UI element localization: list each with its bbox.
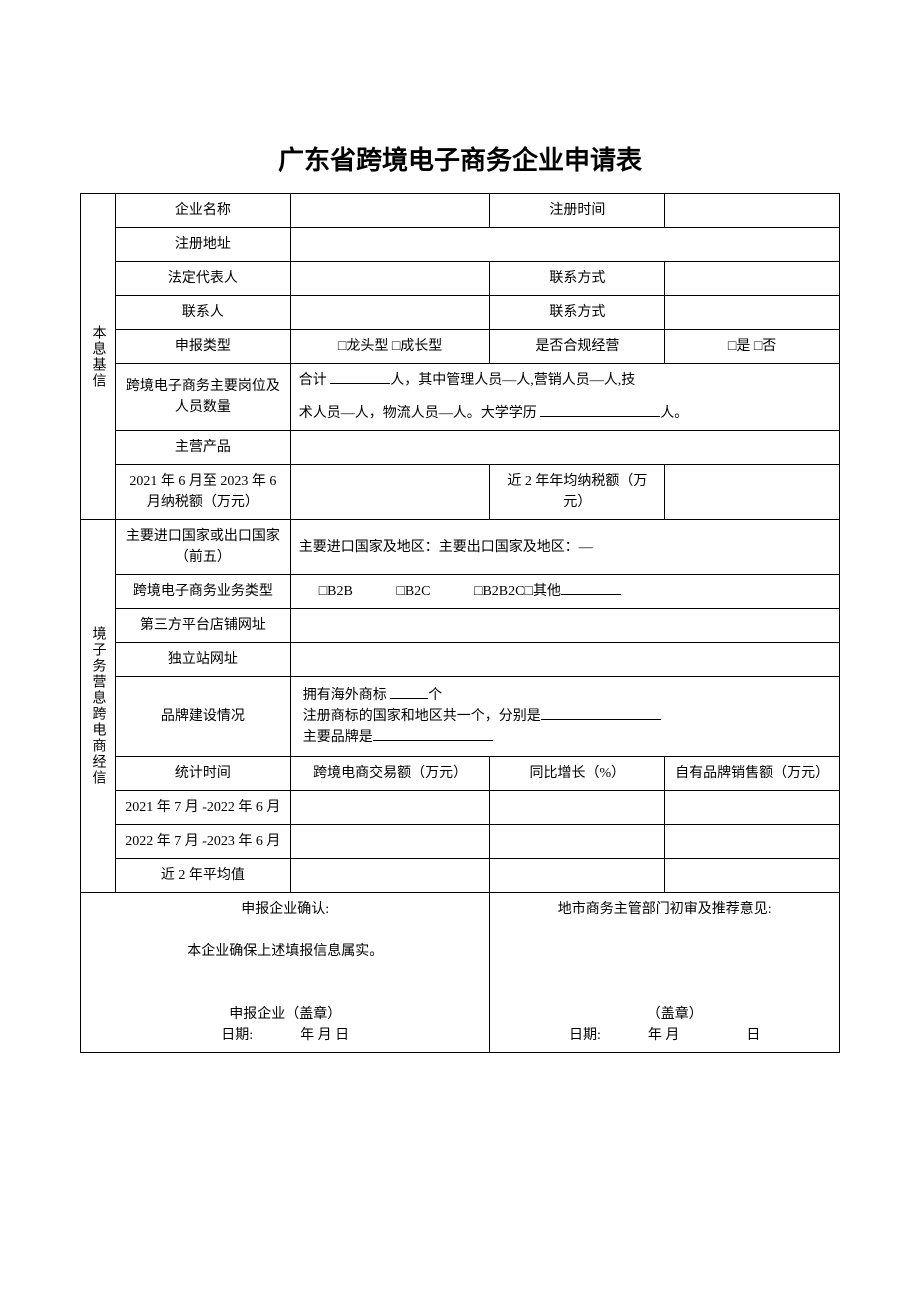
footer-left-l4b: 年 月 日 <box>300 1028 349 1043</box>
label-company-name: 企业名称 <box>115 194 290 228</box>
section1-vertical-label: 本息基信 <box>81 194 116 520</box>
field-compliance[interactable]: □是 □否 <box>665 330 840 364</box>
field-3p-url[interactable] <box>290 609 839 643</box>
footer-left-l2: 本企业确保上述填报信息属实。 <box>187 944 383 959</box>
field-personnel-line1[interactable]: 合计 人，其中管理人员—人,营销人员—人,技 <box>290 364 839 398</box>
field-brand[interactable]: 拥有海外商标 个 注册商标的国家和地区共一个，分别是 主要品牌是 <box>290 677 839 757</box>
opt-b2b2c: □B2B2C <box>474 584 524 599</box>
footer-left-l4a: 日期: <box>221 1028 253 1043</box>
label-yoy-growth: 同比增长（%） <box>490 757 665 791</box>
footer-right-l3: （盖章） <box>647 1007 703 1022</box>
field-p1-trans[interactable] <box>290 791 490 825</box>
label-period-1: 2021 年 7 月 -2022 年 6 月 <box>115 791 290 825</box>
form-table: 本息基信 企业名称 注册时间 注册地址 法定代表人 联系方式 联系人 联系方式 … <box>80 193 840 1053</box>
footer-right-l1: 地市商务主管部门初审及推荐意见: <box>558 902 772 917</box>
label-countries: 主要进口国家或出口国家（前五） <box>115 520 290 575</box>
label-trans-amount: 跨境电商交易额（万元） <box>290 757 490 791</box>
field-p1-growth[interactable] <box>490 791 665 825</box>
field-p2-own[interactable] <box>665 825 840 859</box>
footer-left-l1: 申报企业确认: <box>241 902 329 917</box>
label-period-2: 2022 年 7 月 -2023 年 6 月 <box>115 825 290 859</box>
label-compliance: 是否合规经营 <box>490 330 665 364</box>
field-company-name[interactable] <box>290 194 490 228</box>
text-personnel-1b: 人，其中管理人员—人,营销人员—人,技 <box>390 373 635 388</box>
field-avg-tax[interactable] <box>665 465 840 520</box>
brand-l1b: 个 <box>428 688 442 703</box>
field-legal-rep[interactable] <box>290 262 490 296</box>
label-own-brand-sales: 自有品牌销售额（万元） <box>665 757 840 791</box>
brand-l1a: 拥有海外商标 <box>303 688 391 703</box>
footer-left-l3: 申报企业（盖章） <box>229 1007 341 1022</box>
field-p2-trans[interactable] <box>290 825 490 859</box>
text-personnel-1a: 合计 <box>299 373 331 388</box>
field-contact-person[interactable] <box>290 296 490 330</box>
label-main-products: 主营产品 <box>115 431 290 465</box>
field-avg-own[interactable] <box>665 859 840 893</box>
footer-right-l4b: 年 月 <box>648 1028 680 1043</box>
field-countries[interactable]: 主要进口国家及地区：主要出口国家及地区：— <box>290 520 839 575</box>
field-contact-method-1[interactable] <box>665 262 840 296</box>
label-tax-period: 2021 年 6 月至 2023 年 6 月纳税额（万元） <box>115 465 290 520</box>
label-contact-person: 联系人 <box>115 296 290 330</box>
label-2yr-avg: 近 2 年平均值 <box>115 859 290 893</box>
label-apply-type: 申报类型 <box>115 330 290 364</box>
text-personnel-2a: 术人员—人，物流人员—人。大学学历 <box>299 406 541 421</box>
field-tax-period[interactable] <box>290 465 490 520</box>
form-title: 广东省跨境电子商务企业申请表 <box>80 140 840 177</box>
opt-b2c: □B2C <box>396 584 430 599</box>
footer-right: 地市商务主管部门初审及推荐意见: （盖章） 日期: 年 月 日 <box>490 893 840 1053</box>
field-p2-growth[interactable] <box>490 825 665 859</box>
field-indep-url[interactable] <box>290 643 839 677</box>
label-contact-method-2: 联系方式 <box>490 296 665 330</box>
text-personnel-2b: 人。 <box>660 406 688 421</box>
label-legal-rep: 法定代表人 <box>115 262 290 296</box>
field-main-products[interactable] <box>290 431 839 465</box>
brand-l2a: 注册商标的国家和地区共一个，分别是 <box>303 709 541 724</box>
field-reg-address[interactable] <box>290 228 839 262</box>
field-p1-own[interactable] <box>665 791 840 825</box>
section2-vertical-label: 境子务营息跨电商经信 <box>81 520 116 893</box>
field-avg-trans[interactable] <box>290 859 490 893</box>
footer-right-l4c: 日 <box>746 1028 760 1043</box>
label-reg-time: 注册时间 <box>490 194 665 228</box>
field-contact-method-2[interactable] <box>665 296 840 330</box>
field-reg-time[interactable] <box>665 194 840 228</box>
field-avg-growth[interactable] <box>490 859 665 893</box>
label-indep-url: 独立站网址 <box>115 643 290 677</box>
label-contact-method-1: 联系方式 <box>490 262 665 296</box>
opt-other: □其他 <box>524 584 560 599</box>
label-stat-time: 统计时间 <box>115 757 290 791</box>
label-reg-address: 注册地址 <box>115 228 290 262</box>
label-avg-tax: 近 2 年年均纳税额（万元） <box>490 465 665 520</box>
label-personnel: 跨境电子商务主要岗位及人员数量 <box>115 364 290 431</box>
label-brand: 品牌建设情况 <box>115 677 290 757</box>
opt-b2b: □B2B <box>319 584 353 599</box>
label-3p-url: 第三方平台店铺网址 <box>115 609 290 643</box>
label-biz-type: 跨境电子商务业务类型 <box>115 575 290 609</box>
brand-l3a: 主要品牌是 <box>303 730 373 745</box>
footer-right-l4a: 日期: <box>569 1028 601 1043</box>
footer-left: 申报企业确认: 本企业确保上述填报信息属实。 申报企业（盖章） 日期: 年 月 … <box>81 893 490 1053</box>
field-personnel-line2[interactable]: 术人员—人，物流人员—人。大学学历 人。 <box>290 397 839 431</box>
field-biz-type[interactable]: □B2B □B2C □B2B2C□其他 <box>290 575 839 609</box>
field-apply-type[interactable]: □龙头型 □成长型 <box>290 330 490 364</box>
